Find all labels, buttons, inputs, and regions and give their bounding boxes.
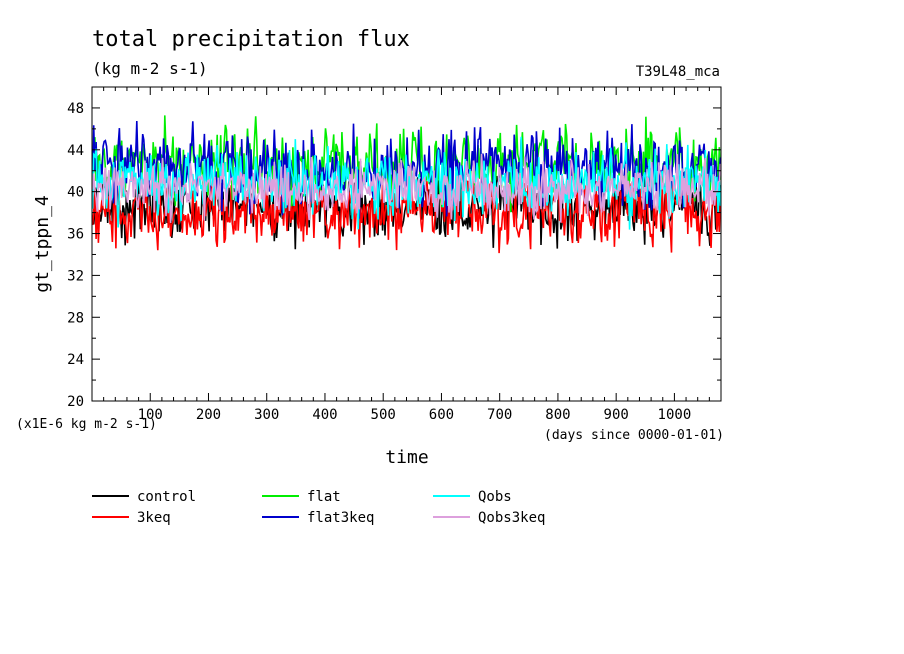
y-tick-label: 40 [67,185,84,201]
x-tick-label: 500 [371,407,396,423]
y-axis-label: gt_tppn_4 [32,195,53,293]
y-unit-note: (x1E-6 kg m-2 s-1) [16,417,157,432]
legend-label-qobs3keq: Qobs3keq [478,510,545,526]
legend-label-flat3keq: flat3keq [307,510,374,526]
x-tick-label: 300 [254,407,279,423]
run-label: T39L48_mca [636,64,720,80]
chart-subtitle: (kg m-2 s-1) [92,59,208,78]
x-tick-label: 100 [138,407,163,423]
x-tick-label: 200 [196,407,221,423]
series-line-qobs [91,136,722,230]
series-layer [91,115,722,254]
x-tick-label: 1000 [658,407,692,423]
series-line-qobs3keq [91,153,722,223]
series-line-3keq [91,178,722,254]
legend: control 3keq flat flat3keq Qobs Qobs3keq [92,489,545,526]
x-axis-label: time [385,447,428,468]
x-tick-label: 600 [429,407,454,423]
x-tick-label: 900 [604,407,629,423]
legend-label-control: control [137,489,196,505]
y-tick-label: 36 [67,227,84,243]
legend-label-qobs: Qobs [478,489,512,505]
x-tick-label: 400 [312,407,337,423]
y-tick-label: 28 [67,310,84,326]
y-tick-label: 32 [67,268,84,284]
legend-label-flat: flat [307,489,341,505]
y-tick-label: 24 [67,352,84,368]
legend-label-3keq: 3keq [137,510,171,526]
y-tick-label: 20 [67,394,84,410]
x-unit-note: (days since 0000-01-01) [544,428,724,443]
y-tick-label: 44 [67,143,84,159]
y-tick-label: 48 [67,101,84,117]
chart-title: total precipitation flux [92,27,410,52]
x-tick-label: 700 [487,407,512,423]
tick-layer: 100 200 300 400 500 600 700 800 900 1000 20 24 28 32 3… [67,87,721,423]
x-tick-label: 800 [545,407,570,423]
